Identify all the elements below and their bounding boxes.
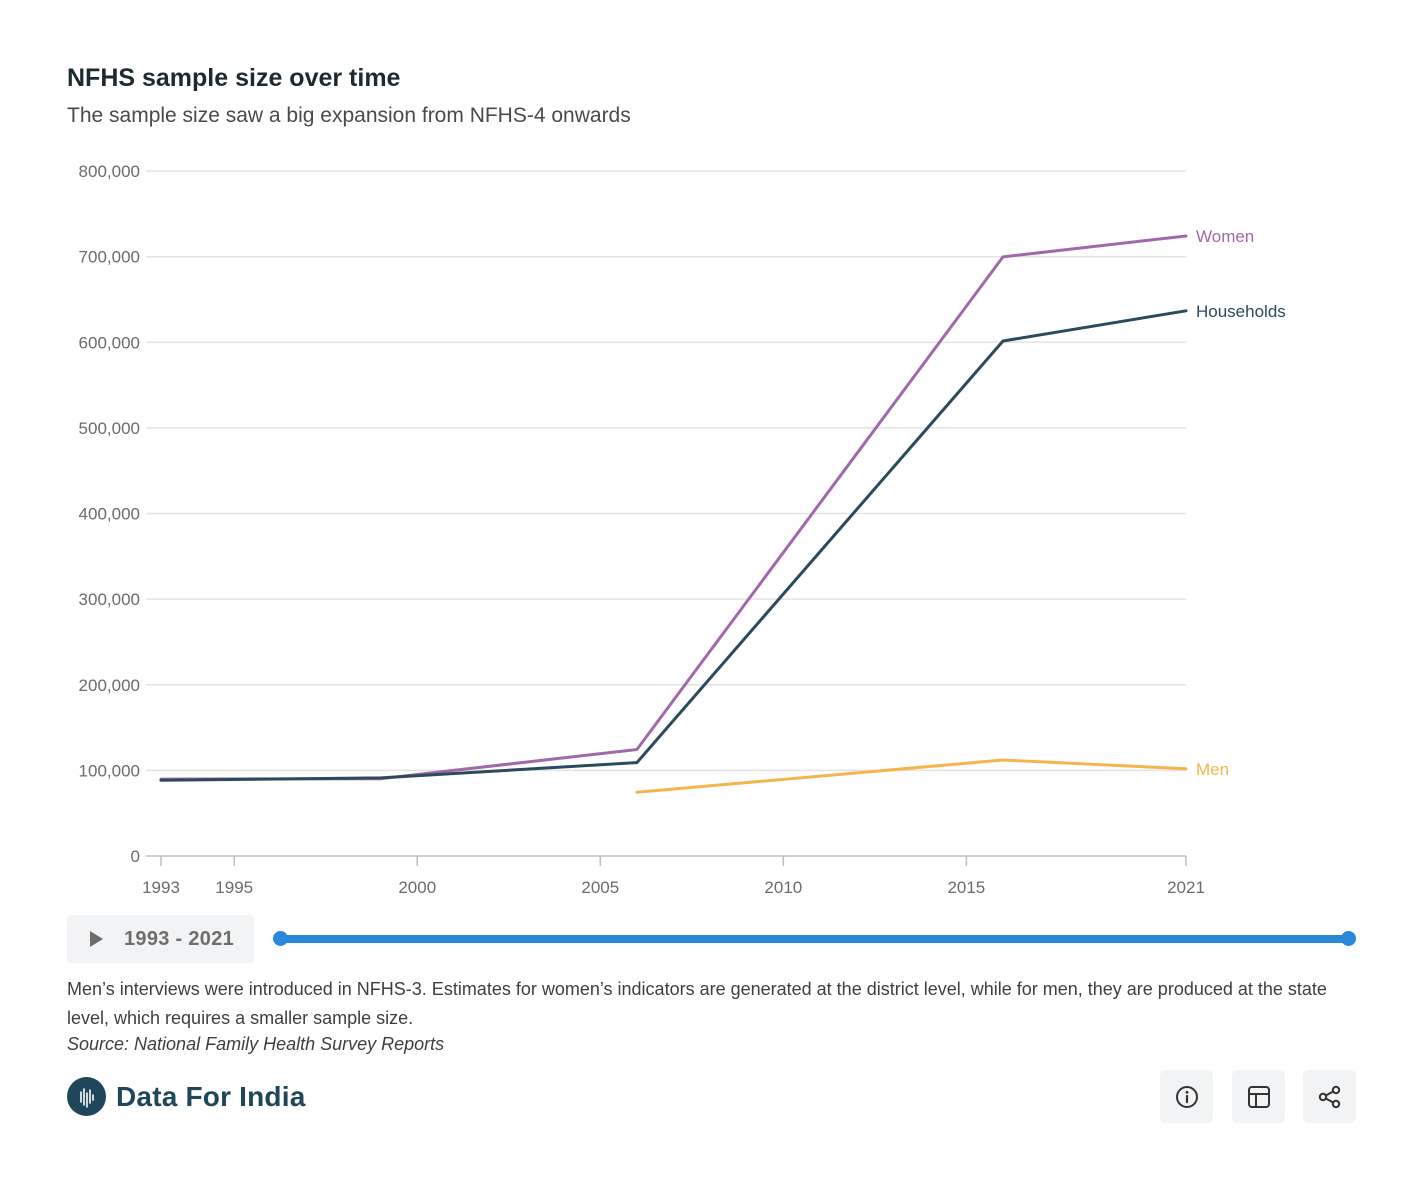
series-label-households: Households <box>1196 302 1286 321</box>
y-tick-label: 300,000 <box>79 590 140 609</box>
range-slider-start-handle[interactable] <box>273 931 288 946</box>
brand[interactable]: Data For India <box>67 1077 306 1116</box>
x-tick-label: 2010 <box>764 878 802 897</box>
info-icon <box>1175 1085 1198 1108</box>
y-tick-label: 0 <box>131 847 140 866</box>
footnote: Men’s interviews were introduced in NFHS… <box>67 979 1327 1028</box>
series-line-women <box>159 234 1188 781</box>
table-view-button[interactable] <box>1232 1070 1285 1123</box>
range-slider-track[interactable] <box>280 935 1348 943</box>
x-tick-label: 2000 <box>398 878 436 897</box>
y-tick-label: 500,000 <box>79 419 140 438</box>
x-tick-label: 2021 <box>1167 878 1205 897</box>
x-tick-label: 1995 <box>215 878 253 897</box>
y-tick-label: 700,000 <box>79 248 140 267</box>
chart-title: NFHS sample size over time <box>67 64 401 92</box>
play-icon <box>90 931 103 947</box>
line-chart: 0 100,000 200,000 300,000 400,000 500,000 600,… <box>79 162 1286 897</box>
play-button[interactable]: 1993 - 2021 <box>67 915 254 963</box>
series-label-men: Men <box>1196 760 1229 779</box>
y-tick-label: 600,000 <box>79 333 140 352</box>
x-tick-label: 2005 <box>581 878 619 897</box>
series-label-women: Women <box>1196 227 1254 246</box>
y-tick-label: 100,000 <box>79 761 140 780</box>
share-button[interactable] <box>1303 1070 1356 1123</box>
chart-subtitle: The sample size saw a big expansion from… <box>67 104 631 127</box>
timeline-controls: 1993 - 2021 <box>67 915 1357 965</box>
table-icon <box>1247 1085 1270 1108</box>
range-slider-end-handle[interactable] <box>1341 931 1356 946</box>
y-tick-label: 800,000 <box>79 162 140 181</box>
x-tick-label: 1993 <box>142 878 180 897</box>
y-tick-label: 200,000 <box>79 676 140 695</box>
data-for-india-logo-icon <box>67 1077 106 1116</box>
brand-name: Data For India <box>116 1080 306 1112</box>
share-icon <box>1318 1085 1340 1108</box>
range-label: 1993 - 2021 <box>124 927 235 950</box>
info-button[interactable] <box>1160 1070 1213 1123</box>
series-line-households <box>159 309 1188 782</box>
series-line-men <box>635 758 1188 794</box>
x-tick-label: 2015 <box>947 878 985 897</box>
y-tick-label: 400,000 <box>79 505 140 524</box>
source-note: Source: National Family Health Survey Re… <box>67 1034 445 1054</box>
